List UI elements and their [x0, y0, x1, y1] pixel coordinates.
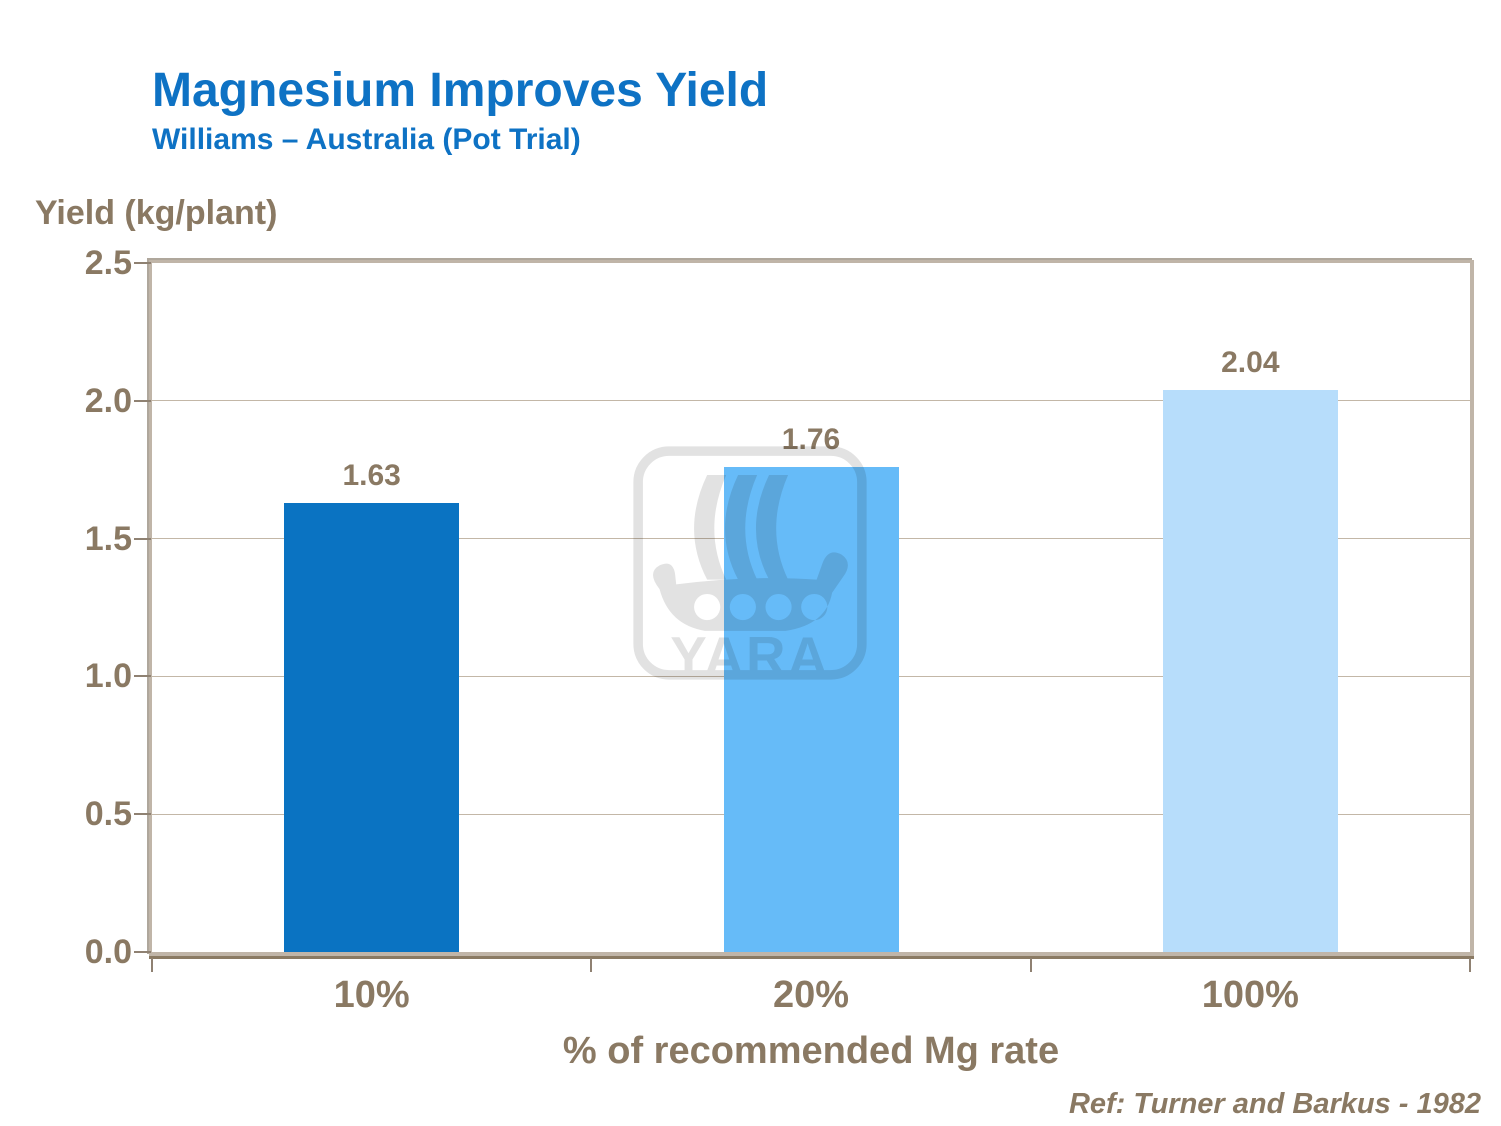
- y-tick-mark: [134, 813, 151, 816]
- x-category-label: 10%: [333, 974, 410, 1016]
- plot-area: 1.63 1.76 2.04: [149, 260, 1474, 956]
- x-tick-mark: [151, 958, 153, 972]
- bar-20%: [723, 466, 899, 952]
- y-tick-mark: [134, 262, 151, 264]
- chart-subtitle: Williams – Australia (Pot Trial): [152, 123, 581, 156]
- y-tick-label: 1.5: [84, 519, 132, 558]
- y-tick-mark: [134, 675, 151, 678]
- y-tick-label: 1.0: [84, 657, 132, 696]
- x-axis-title: % of recommended Mg rate: [562, 1030, 1060, 1072]
- y-tick-mark: [134, 399, 151, 402]
- y-axis-title: Yield (kg/plant): [35, 194, 278, 232]
- y-tick-mark: [134, 537, 151, 540]
- chart-title: Magnesium Improves Yield: [152, 64, 769, 117]
- reference-text: Ref: Turner and Barkus - 1982: [1068, 1088, 1481, 1120]
- x-category-label: 20%: [772, 974, 850, 1016]
- gridline: [152, 400, 1470, 402]
- y-tick-mark: [134, 951, 151, 953]
- y-tick-label: 2.5: [84, 244, 132, 282]
- bar-value-label: 2.04: [1221, 345, 1280, 379]
- bar-value-label: 1.76: [781, 422, 841, 456]
- y-tick-label: 0.5: [84, 795, 132, 834]
- x-tick-mark: [590, 958, 593, 972]
- bar-100%: [1162, 389, 1338, 952]
- y-tick-label: 2.0: [84, 381, 132, 420]
- x-category-label: 100%: [1201, 974, 1299, 1016]
- bar-10%: [284, 502, 460, 952]
- bar-value-label: 1.63: [342, 458, 401, 492]
- x-tick-mark: [1029, 958, 1032, 972]
- x-tick-mark: [1469, 958, 1471, 972]
- y-tick-label: 0.0: [84, 933, 132, 971]
